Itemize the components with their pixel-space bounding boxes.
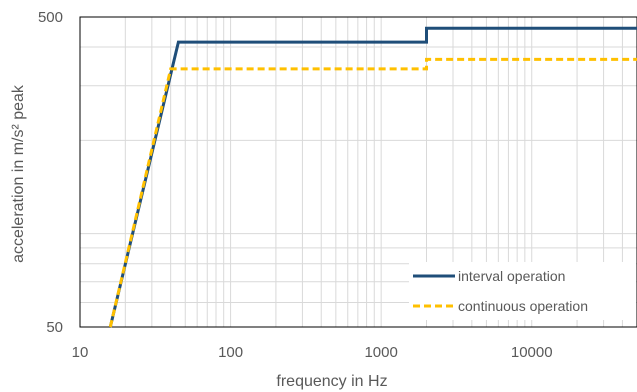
y-tick-labels: 50 500 (38, 9, 63, 336)
series-line (108, 26, 637, 328)
series-line (108, 57, 637, 328)
legend-background (409, 262, 636, 320)
y-axis-title: acceleration in m/s² peak (10, 84, 27, 263)
legend-label: continuous operation (458, 298, 588, 314)
legend: interval operation continuous operation (409, 262, 636, 320)
y-tick-label: 500 (38, 9, 63, 26)
series-layer (108, 26, 637, 328)
plot-frame (79, 16, 637, 328)
x-tick-label: 100 (218, 344, 243, 361)
x-axis-title: frequency in Hz (276, 373, 387, 390)
x-tick-labels: 10 100 1000 10000 (72, 344, 553, 361)
x-tick-label: 10 (72, 344, 89, 361)
x-tick-label: 10000 (511, 344, 553, 361)
y-tick-label: 50 (46, 319, 63, 336)
x-tick-label: 1000 (364, 344, 397, 361)
legend-label: interval operation (458, 268, 565, 284)
